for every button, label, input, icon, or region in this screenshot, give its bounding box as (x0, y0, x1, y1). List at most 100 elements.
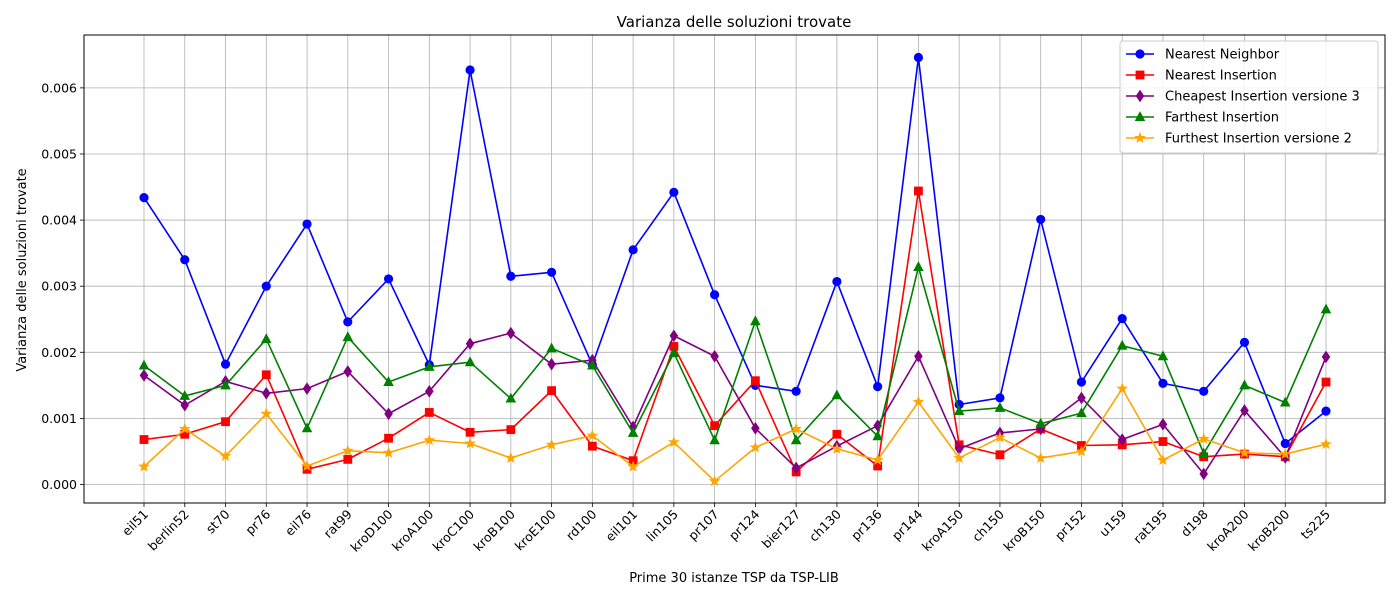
data-point (545, 438, 558, 450)
data-point (139, 369, 149, 382)
legend-item: Cheapest Insertion versione 3 (1126, 90, 1360, 105)
legend: Nearest Neighbor Nearest Insertion Cheapes… (1119, 40, 1379, 154)
x-tick-label: d198 (1178, 506, 1211, 539)
x-tick-label: berlin52 (145, 507, 192, 554)
data-point (424, 408, 434, 417)
data-point (1076, 377, 1087, 387)
data-point (710, 421, 720, 431)
y-tick-label: 0.006 (41, 80, 77, 95)
data-point (424, 360, 435, 371)
data-point (994, 431, 1006, 443)
series-furthest-insertion-versione-2 (138, 382, 1332, 487)
legend-item: Nearest Insertion (1126, 69, 1277, 84)
data-point (586, 429, 599, 441)
data-point (628, 245, 638, 255)
y-tick-label: 0.002 (41, 345, 77, 360)
data-point (668, 436, 680, 448)
data-point (220, 379, 231, 390)
x-tick-label: kroB100 (470, 506, 518, 554)
y-tick-label: 0.005 (41, 146, 77, 161)
data-point (546, 267, 557, 277)
data-point (832, 276, 842, 287)
x-tick-label: rat99 (321, 506, 355, 540)
data-point (1077, 391, 1086, 405)
x-tick-label: pr136 (848, 506, 885, 543)
data-point (1199, 467, 1209, 481)
series-line (143, 387, 1327, 482)
data-point (180, 255, 190, 265)
x-axis-label: Prime 30 istanze TSP da TSP-LIB (629, 571, 839, 586)
data-point (1157, 350, 1169, 361)
x-tick-label: lin105 (643, 507, 681, 545)
data-point (465, 337, 475, 351)
legend-item: Nearest Neighbor (1126, 48, 1280, 63)
data-point (506, 326, 516, 340)
data-point (1158, 418, 1168, 431)
data-point (831, 389, 843, 400)
legend-label: Cheapest Insertion versione 3 (1165, 90, 1360, 105)
x-tick-label: bier127 (759, 507, 804, 552)
data-point (1117, 433, 1127, 446)
data-point (1280, 438, 1290, 449)
data-point (465, 65, 475, 75)
data-point (301, 459, 313, 471)
legend-box (1119, 40, 1379, 154)
data-point (994, 401, 1006, 412)
data-point (1321, 350, 1331, 364)
x-tick-label: rat195 (1130, 507, 1170, 547)
data-point (831, 442, 843, 454)
legend-label: Farthest Insertion (1165, 111, 1279, 126)
data-point (382, 446, 395, 458)
data-point (343, 454, 353, 464)
data-point (912, 395, 925, 407)
data-point (547, 357, 556, 371)
data-point (913, 261, 924, 272)
data-point (464, 356, 476, 367)
x-tick-label: eil51 (119, 507, 151, 539)
data-point (669, 329, 679, 343)
data-point (425, 384, 434, 398)
data-point (790, 422, 802, 434)
x-tick-label: pr76 (242, 506, 273, 537)
legend-label: Nearest Neighbor (1165, 48, 1280, 63)
x-tick-label: ts225 (1298, 507, 1334, 543)
data-point (423, 434, 436, 446)
data-point (710, 349, 719, 363)
data-point (1239, 337, 1250, 347)
data-point (790, 434, 802, 445)
data-point (668, 347, 680, 357)
data-point (708, 475, 721, 487)
data-point (1238, 446, 1251, 458)
data-point (871, 453, 884, 466)
data-point (627, 427, 639, 437)
data-point (1116, 382, 1129, 394)
data-point (750, 315, 761, 326)
data-point (261, 281, 271, 291)
data-point (139, 193, 149, 203)
y-axis-label: Varianza delle soluzioni trovate (15, 168, 30, 371)
data-point (1321, 377, 1331, 387)
legend-marker (1134, 131, 1146, 143)
data-point (1117, 313, 1127, 324)
data-point (504, 451, 517, 464)
data-point (995, 450, 1005, 460)
data-point (179, 390, 191, 400)
series-nearest-insertion (139, 186, 1331, 477)
data-point (1116, 339, 1128, 350)
data-point (465, 427, 475, 437)
data-point (464, 437, 476, 449)
data-point (138, 359, 150, 370)
x-tick-label: pr152 (1052, 507, 1089, 544)
data-point (384, 433, 393, 443)
data-point (669, 187, 679, 197)
data-point (1075, 445, 1088, 457)
data-point (547, 386, 556, 396)
data-point (872, 430, 883, 441)
data-point (832, 429, 842, 439)
data-point (587, 359, 598, 370)
data-point (261, 386, 271, 400)
data-point (341, 444, 354, 456)
data-point (505, 392, 517, 403)
data-point (546, 342, 557, 353)
